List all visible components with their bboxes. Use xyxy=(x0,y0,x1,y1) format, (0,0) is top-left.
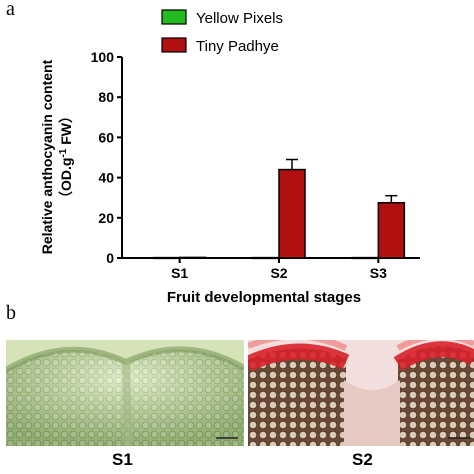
bar-yellow-pixels-s3 xyxy=(351,256,380,260)
x-axis: S1 S2 S3 xyxy=(122,257,420,281)
photo-s1 xyxy=(6,340,244,446)
bar-yellow-pixels-s2 xyxy=(252,256,280,260)
red-fruit-section-icon xyxy=(248,340,474,446)
y-axis-label-line2: （OD.g-1 FW） xyxy=(58,109,74,205)
panel-label-a: a xyxy=(6,0,15,20)
bar-yellow-pixels-s1 xyxy=(152,256,181,260)
legend-label-2: Tiny Padhye xyxy=(196,38,279,55)
x-tick-label: S3 xyxy=(370,265,387,281)
panel-label-b: b xyxy=(6,302,16,324)
photo-caption-s2: S2 xyxy=(352,450,373,469)
y-axis: 0 20 40 60 80 100 xyxy=(91,49,123,266)
x-tick-label: S2 xyxy=(270,265,287,281)
legend-swatch-2 xyxy=(161,37,187,53)
x-tick-label: S1 xyxy=(171,265,188,281)
bar-chart: Yellow Pixels Tiny Padhye 0 20 40 60 80 100 S1… xyxy=(39,9,420,306)
y-tick-label: 60 xyxy=(98,129,114,145)
bar-tiny-padhye-s3 xyxy=(377,201,406,259)
x-axis-label: Fruit developmental stages xyxy=(167,289,361,306)
y-tick-label: 0 xyxy=(106,250,114,266)
legend-label-1: Yellow Pixels xyxy=(196,10,283,27)
bar-tiny-padhye-s2 xyxy=(278,168,306,259)
photo-s2 xyxy=(248,340,474,446)
y-tick-label: 100 xyxy=(91,49,115,65)
bars xyxy=(152,158,406,260)
legend-swatch-1 xyxy=(161,9,187,25)
bar-tiny-padhye-s1 xyxy=(178,256,207,259)
green-fruit-section-icon xyxy=(6,340,244,446)
y-axis-label-line1: Relative anthocyanin content xyxy=(39,59,55,254)
y-tick-label: 20 xyxy=(98,210,114,226)
photo-caption-s1: S1 xyxy=(112,450,133,469)
y-tick-label: 40 xyxy=(98,170,114,186)
y-tick-label: 80 xyxy=(98,89,114,105)
legend: Yellow Pixels Tiny Padhye xyxy=(161,9,283,55)
